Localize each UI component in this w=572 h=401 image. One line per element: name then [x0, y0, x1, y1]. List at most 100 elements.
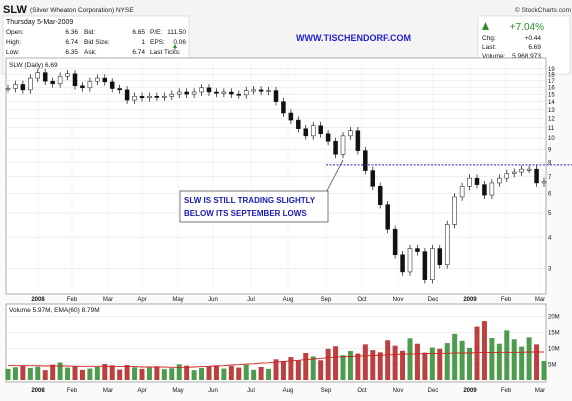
volume-bar	[333, 346, 339, 380]
price-candle	[124, 89, 130, 101]
price-legend: SLW (Daily) 6.69	[9, 62, 58, 69]
volume-bar	[57, 362, 63, 380]
volume-bar	[213, 365, 219, 380]
price-candle	[65, 73, 70, 77]
volume-bar	[288, 357, 294, 380]
price-candle	[467, 177, 472, 187]
volume-bar	[392, 345, 398, 380]
price-candle	[154, 96, 160, 98]
chg-value: +0.44	[525, 35, 542, 42]
volume-bar	[206, 366, 212, 380]
volume-bar	[303, 352, 309, 380]
volume-label: Volume:	[482, 53, 506, 60]
copyright-label: © StockCharts.com	[515, 6, 571, 14]
volume-bar	[385, 340, 391, 380]
quote-cell-1-3: 1	[141, 39, 145, 46]
x-label-bottom-7: Aug	[283, 388, 294, 394]
price-candle	[497, 177, 502, 184]
price-candle	[385, 204, 390, 230]
price-candle	[474, 177, 480, 185]
volume-bar	[27, 367, 33, 380]
price-tick-10: 10	[548, 136, 555, 142]
volume-bar	[266, 368, 272, 380]
price-candle	[35, 72, 41, 79]
quote-date: Thursday 5-Mar-2009	[6, 19, 73, 26]
volume-bar	[280, 361, 286, 380]
volume-bar	[124, 365, 130, 380]
volume-bar	[132, 367, 138, 380]
x-label-top-6: Jul	[247, 297, 255, 303]
price-candle	[28, 77, 33, 91]
volume-bar	[199, 367, 205, 380]
quote-cell-2-2: Ask:	[84, 49, 97, 56]
price-tick-4: 4	[548, 235, 552, 241]
quote-cell-1-0: High:	[6, 39, 21, 46]
volume-bar	[474, 326, 480, 380]
quote-cell-0-1: 6.36	[65, 29, 78, 36]
price-candle	[206, 87, 212, 93]
price-tick-3: 3	[548, 266, 552, 272]
volume-bar	[273, 359, 279, 380]
price-candle	[162, 96, 167, 98]
last-tick-up-icon	[173, 44, 177, 48]
x-label-top-1: Feb	[67, 297, 78, 303]
x-label-bottom-1: Feb	[67, 388, 78, 394]
x-label-bottom-8: Sep	[321, 388, 332, 394]
price-tick-19: 19	[548, 67, 555, 73]
price-candle	[251, 89, 256, 92]
volume-bar	[437, 348, 443, 380]
price-candle	[489, 182, 495, 196]
price-candle	[57, 75, 63, 85]
quote-cell-1-4: EPS:	[150, 39, 165, 46]
price-candle	[459, 186, 465, 198]
volume-bar	[228, 366, 234, 380]
price-candle	[20, 84, 26, 91]
price-candle	[400, 254, 405, 273]
price-candle	[169, 93, 175, 97]
x-label-bottom-6: Jul	[247, 388, 255, 394]
quote-cell-1-5: 0.06	[173, 39, 186, 46]
symbol-title: SLW	[3, 4, 27, 16]
price-candle	[355, 130, 361, 151]
price-candle	[325, 133, 331, 142]
price-candle	[72, 73, 78, 87]
x-label-top-14: Mar	[535, 297, 545, 303]
volume-bar	[355, 353, 361, 380]
price-candle	[318, 125, 323, 135]
volume-bar	[50, 364, 56, 380]
volume-bar	[236, 367, 242, 380]
price-tick-17: 17	[548, 79, 555, 85]
volume-bar	[295, 360, 301, 380]
x-label-top-4: May	[172, 297, 183, 303]
volume-bar	[87, 368, 93, 380]
price-tick-15: 15	[548, 92, 555, 98]
x-label-bottom-12: 2009	[463, 388, 477, 394]
price-candle	[511, 171, 517, 174]
volume-bar	[429, 347, 435, 380]
volume-bar	[184, 365, 190, 380]
up-arrow-icon	[482, 22, 489, 30]
x-label-bottom-14: Mar	[535, 388, 545, 394]
volume-bar	[310, 356, 316, 380]
x-label-bottom-11: Dec	[428, 388, 439, 394]
website-link[interactable]: WWW.TISCHENDORF.COM	[296, 33, 411, 43]
price-candle	[303, 128, 309, 137]
volume-bar	[20, 365, 26, 380]
volume-bar	[65, 367, 71, 380]
price-tick-16: 16	[548, 85, 555, 91]
x-label-bottom-0: 2008	[31, 388, 45, 394]
volume-bar	[362, 344, 368, 380]
price-candle	[526, 168, 532, 171]
volume-bar	[370, 350, 376, 380]
price-candle	[117, 88, 122, 91]
quote-cell-0-5: 111.50	[167, 29, 186, 36]
volume-bar	[161, 369, 167, 380]
price-candle	[229, 91, 234, 95]
price-candle	[132, 96, 137, 101]
volume-bar	[414, 343, 420, 380]
volume-bar	[541, 361, 547, 380]
x-label-bottom-4: May	[172, 388, 183, 394]
price-candle	[42, 72, 48, 82]
volume-bar	[526, 337, 532, 380]
